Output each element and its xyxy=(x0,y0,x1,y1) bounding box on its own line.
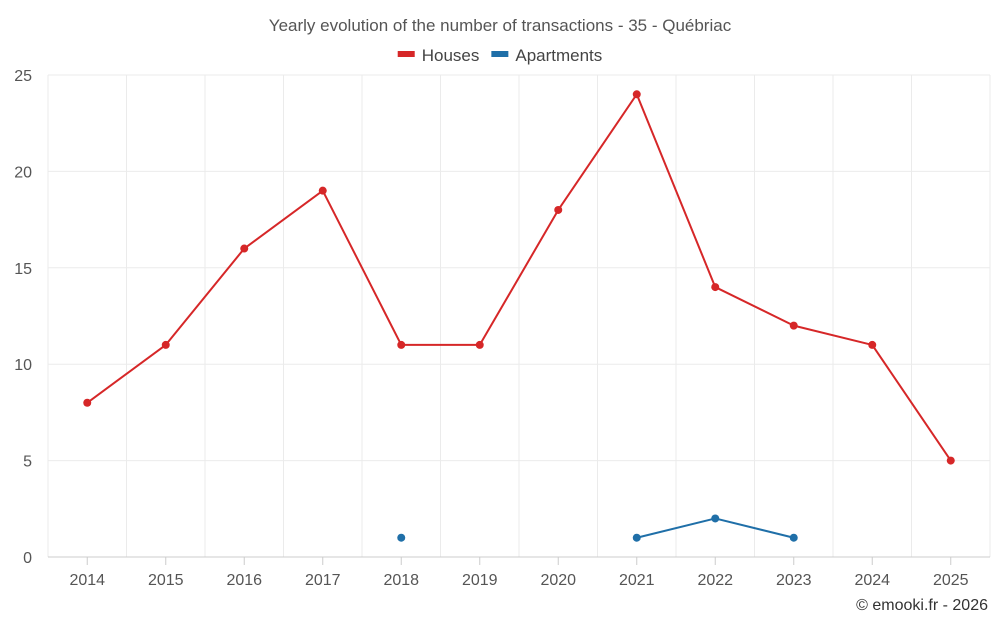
x-tick-label: 2016 xyxy=(226,572,262,589)
legend-item-houses: Houses xyxy=(397,46,480,65)
y-tick-label: 15 xyxy=(14,261,32,278)
x-tick-label: 2021 xyxy=(619,572,655,589)
houses-line xyxy=(86,93,952,462)
houses-point xyxy=(554,205,563,214)
y-tick-label: 0 xyxy=(23,550,32,567)
legend: Houses Apartments xyxy=(397,46,602,65)
legend-label: Apartments xyxy=(515,46,602,65)
houses-point xyxy=(868,340,877,349)
houses-point xyxy=(83,398,92,407)
houses-point xyxy=(240,244,249,253)
y-tick-label: 5 xyxy=(23,454,32,471)
houses-point xyxy=(789,321,798,330)
houses-point xyxy=(318,186,327,195)
legend-item-apartments: Apartments xyxy=(491,46,602,65)
y-tick-label: 25 xyxy=(14,68,32,85)
houses-point xyxy=(475,340,484,349)
x-tick-label: 2014 xyxy=(69,572,105,589)
legend-label: Houses xyxy=(422,46,480,65)
houses-point xyxy=(397,340,406,349)
houses-point xyxy=(711,283,720,292)
houses-point xyxy=(946,456,955,465)
x-tick-label: 2023 xyxy=(776,572,812,589)
x-tick-label: 2019 xyxy=(462,572,498,589)
series-group xyxy=(83,90,955,542)
x-tick-label: 2024 xyxy=(854,572,890,589)
houses-point xyxy=(632,90,641,99)
apartments-point xyxy=(789,533,798,542)
grid xyxy=(47,74,991,557)
credit-text: © emooki.fr - 2026 xyxy=(856,597,988,614)
x-tick-label: 2015 xyxy=(148,572,184,589)
apartments-point xyxy=(711,514,720,523)
chart-title: Yearly evolution of the number of transa… xyxy=(269,16,732,35)
y-tick-label: 20 xyxy=(14,164,32,181)
x-tick-label: 2018 xyxy=(383,572,419,589)
x-tick-label: 2025 xyxy=(933,572,969,589)
x-tick-label: 2020 xyxy=(540,572,576,589)
x-tick-label: 2017 xyxy=(305,572,341,589)
houses-legend-swatch xyxy=(397,51,415,57)
apartments-point xyxy=(632,533,641,542)
houses-point xyxy=(161,340,170,349)
y-tick-label: 10 xyxy=(14,357,32,374)
x-tick-label: 2022 xyxy=(697,572,733,589)
apartments-legend-swatch xyxy=(491,51,509,57)
apartments-point xyxy=(397,533,406,542)
